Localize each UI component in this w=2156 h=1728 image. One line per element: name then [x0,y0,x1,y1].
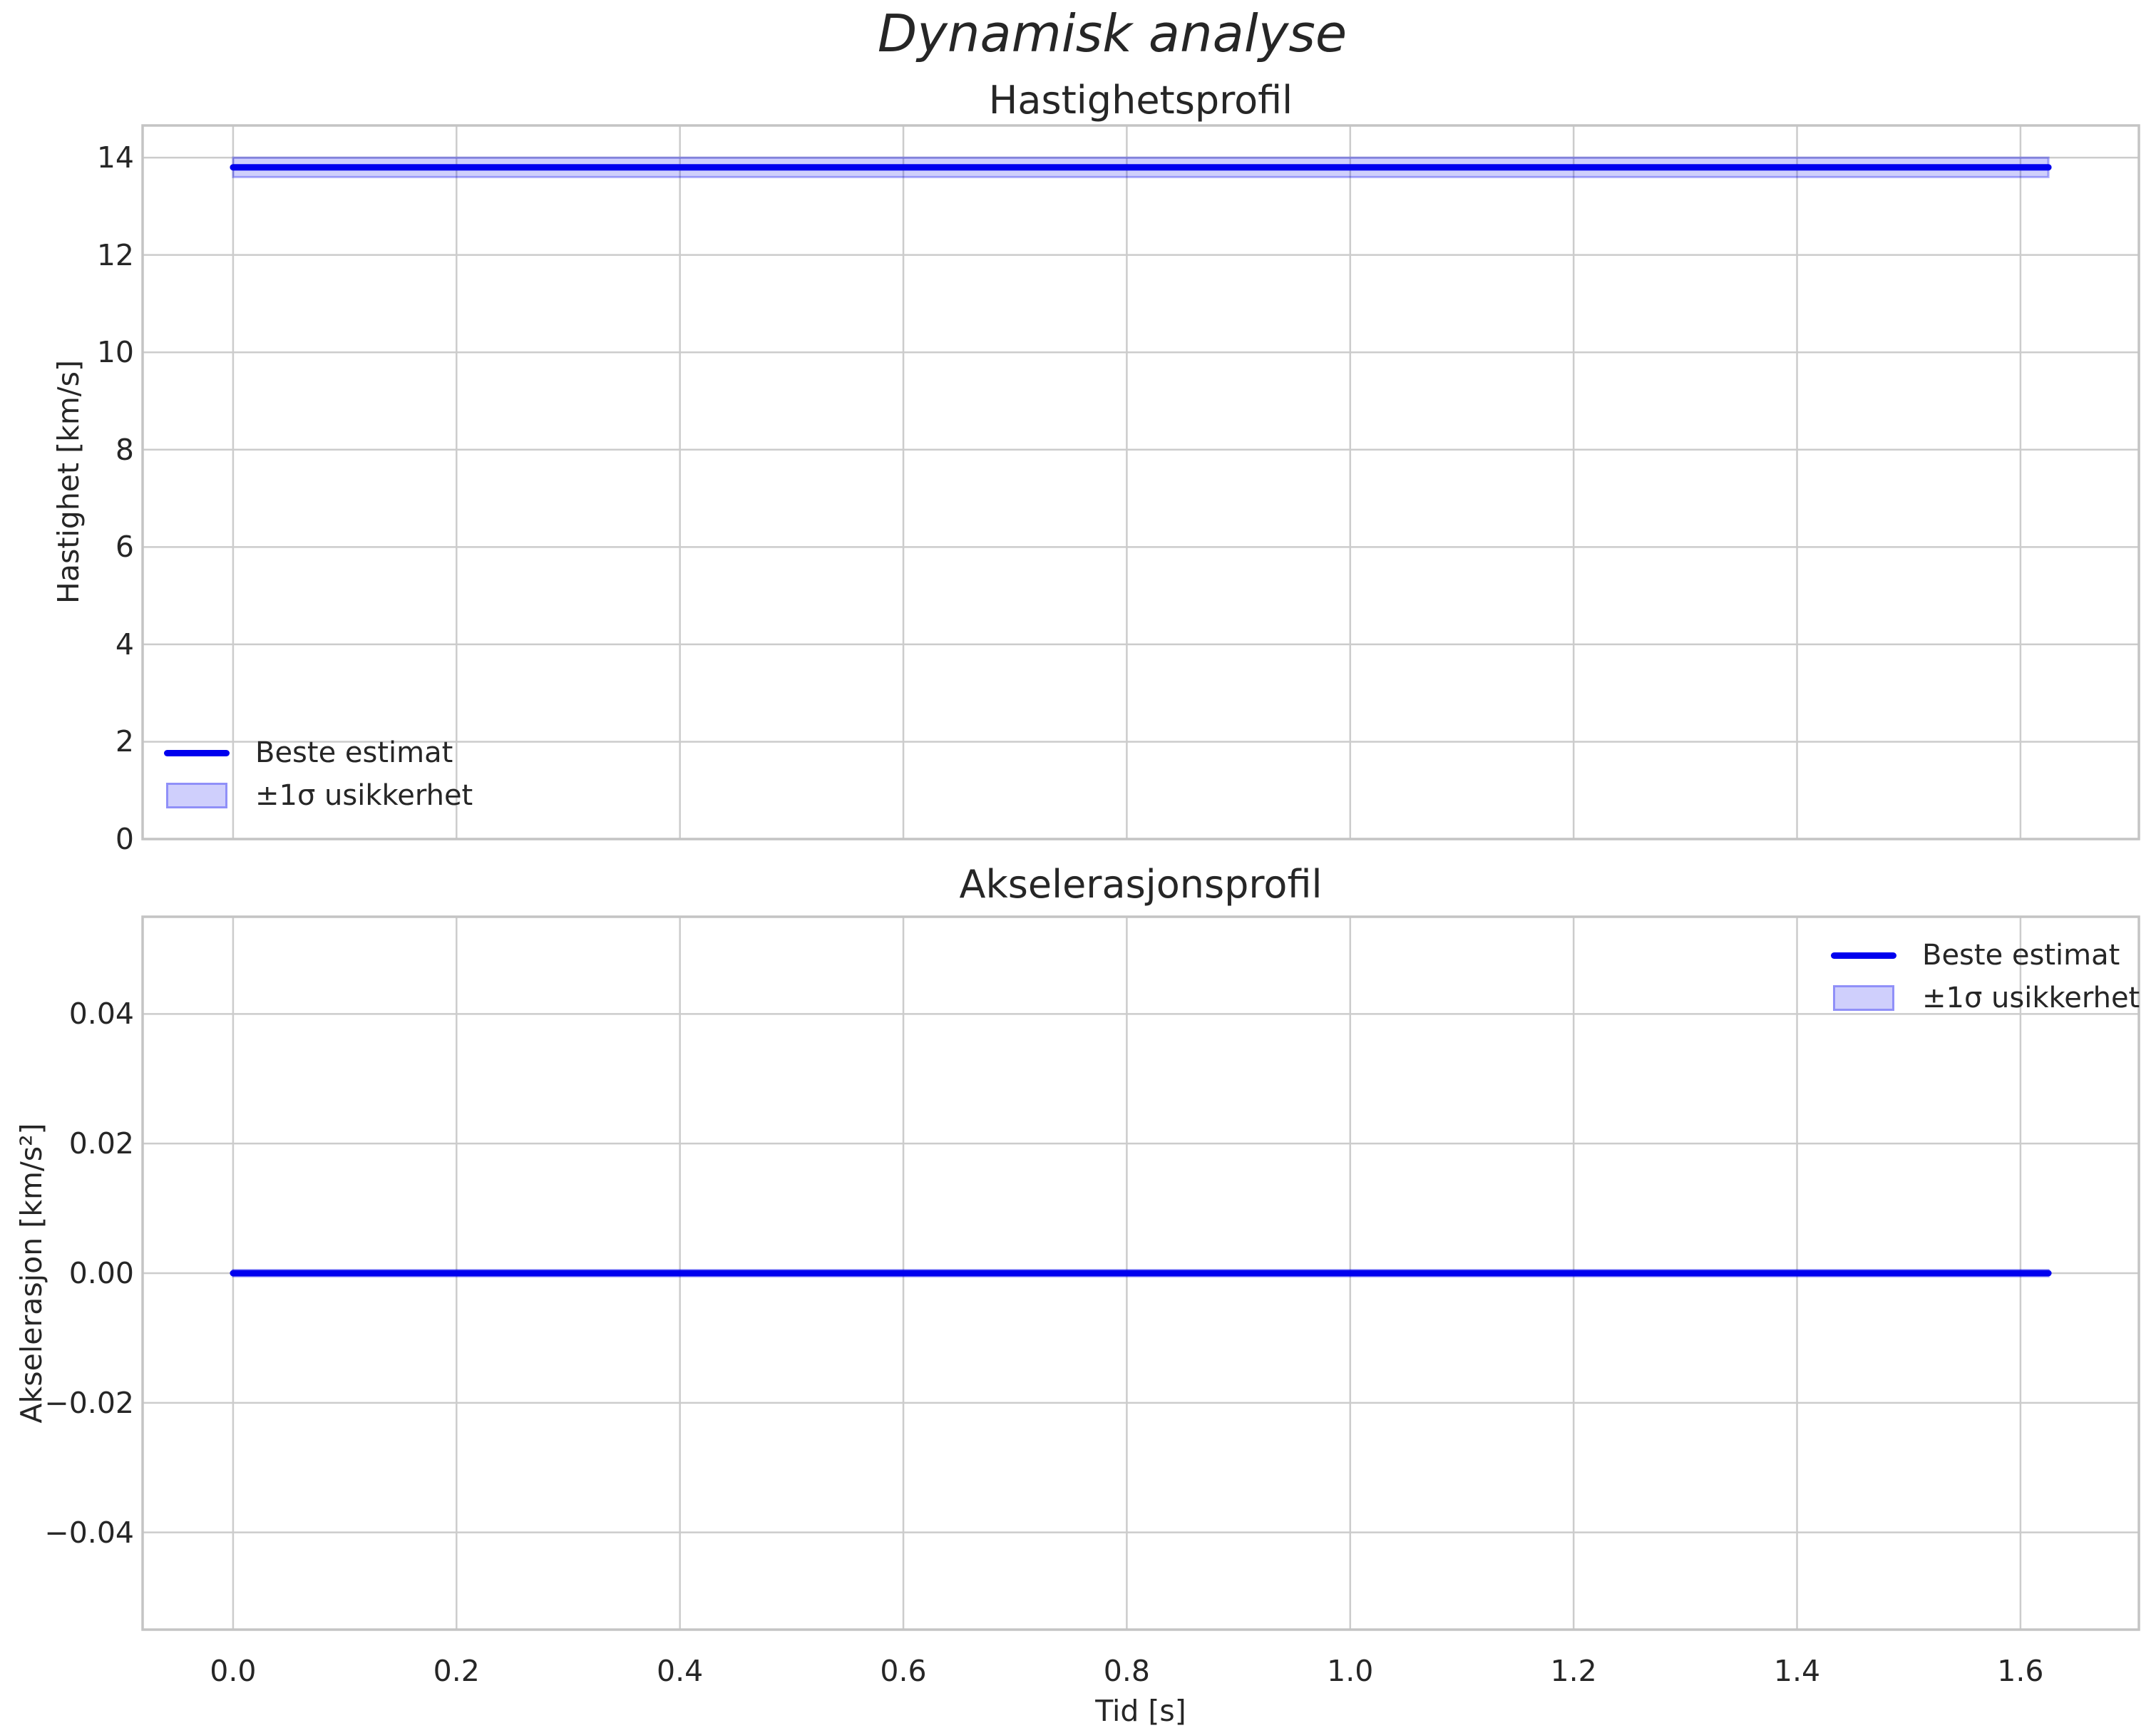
x-axis-label: Tid [s] [1095,1694,1186,1728]
acceleration-y-axis-label: Akselerasjon [km/s²] [14,1123,48,1424]
legend-entry: ±1σ usikkerhet [1831,977,2140,1019]
x-tick-label: 0.0 [210,1654,257,1688]
figure-title: Dynamisk analyse [877,4,1348,63]
acceleration-chart-plot-area [141,915,2140,1631]
plot-border [141,124,2140,840]
y-tick-label: 10 [96,335,134,370]
x-tick-label: 0.6 [880,1654,927,1688]
y-tick-label: 8 [115,432,134,467]
y-tick-label: 14 [96,140,134,175]
legend-entry: ±1σ usikkerhet [164,774,473,817]
y-tick-label: 12 [96,237,134,272]
legend-line-swatch [164,749,230,756]
acceleration-chart-title: Akselerasjonsprofil [959,862,1323,907]
x-tick-label: 1.2 [1550,1654,1597,1688]
acceleration-legend: Beste estimat ±1σ usikkerhet [1831,934,2140,1019]
legend-line-swatch [1831,952,1896,959]
legend-entry: Beste estimat [164,731,473,774]
legend-band-swatch [1833,985,1894,1011]
y-tick-label: 6 [115,530,134,565]
velocity-legend: Beste estimat ±1σ usikkerhet [164,731,473,817]
legend-label: Beste estimat [1922,939,2120,972]
velocity-chart-plot-area [141,124,2140,840]
velocity-chart-title: Hastighetsprofil [988,78,1293,123]
x-tick-label: 1.6 [1997,1654,2044,1688]
velocity-y-axis-label: Hastighet [km/s] [51,360,86,604]
plot-border [141,915,2140,1631]
legend-band-swatch [166,783,227,808]
y-tick-label: −0.02 [44,1385,134,1420]
x-tick-label: 0.8 [1103,1654,1151,1688]
x-tick-label: 1.4 [1773,1654,1821,1688]
x-tick-label: 0.2 [433,1654,480,1688]
legend-label: ±1σ usikkerhet [1922,982,2140,1014]
y-tick-label: 4 [115,627,134,662]
y-tick-label: 0.02 [68,1126,134,1161]
legend-label: ±1σ usikkerhet [255,779,473,812]
y-tick-label: 0.00 [68,1256,134,1290]
y-tick-label: −0.04 [44,1515,134,1550]
legend-label: Beste estimat [255,736,453,769]
y-tick-label: 2 [115,724,134,759]
y-tick-label: 0 [115,822,134,856]
x-tick-label: 0.4 [657,1654,704,1688]
legend-entry: Beste estimat [1831,934,2140,977]
x-tick-label: 1.0 [1327,1654,1374,1688]
y-tick-label: 0.04 [68,997,134,1032]
